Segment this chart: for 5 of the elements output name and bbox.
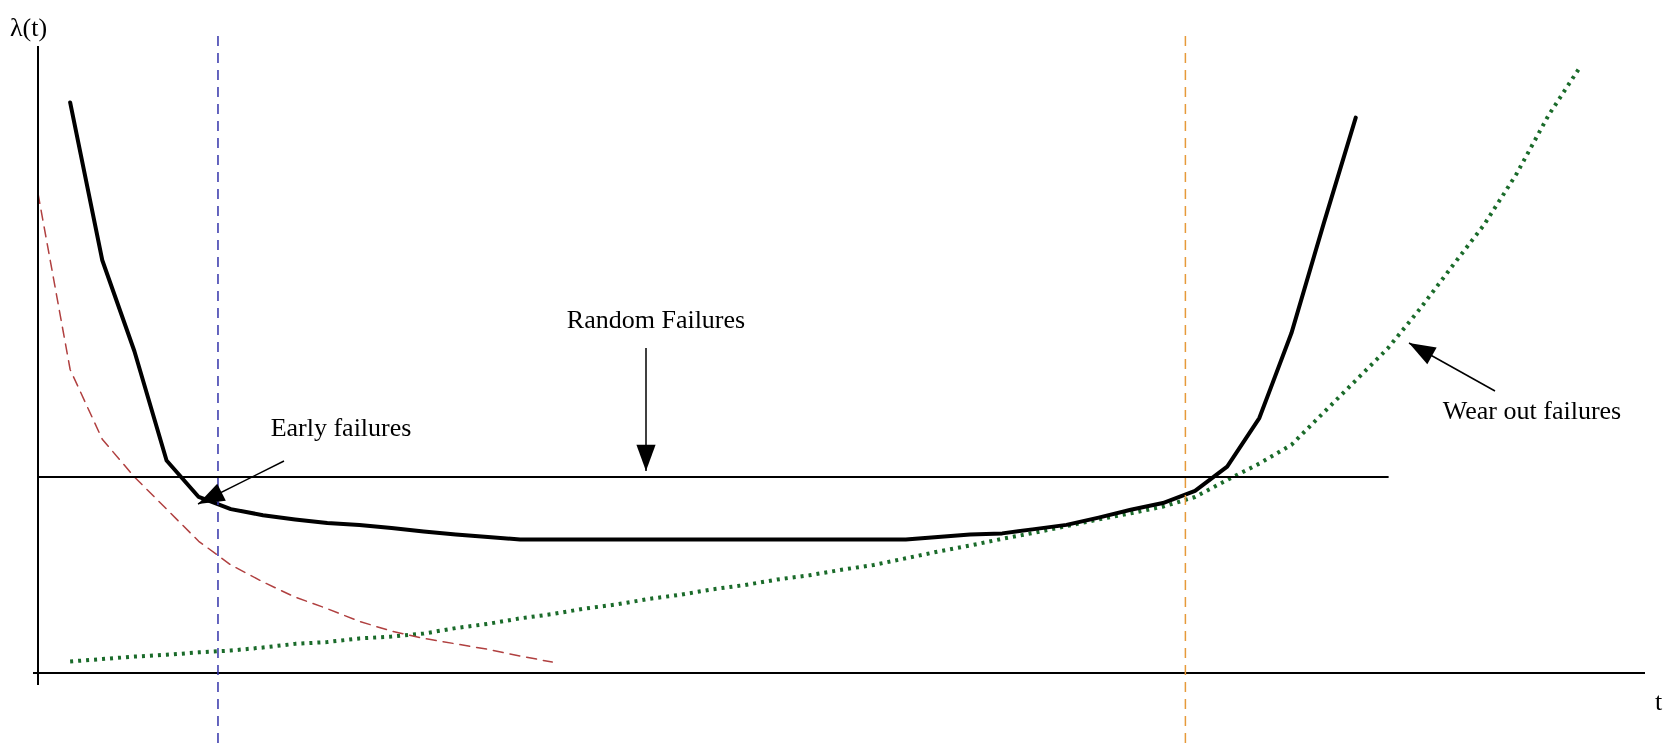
annotation: Wear out failures — [1442, 395, 1622, 425]
annotation: Random Failures — [566, 304, 746, 334]
annotation: Early failures — [270, 412, 412, 442]
x-axis-title: t — [1655, 686, 1663, 716]
y-axis-title: λ(t) — [10, 12, 48, 42]
